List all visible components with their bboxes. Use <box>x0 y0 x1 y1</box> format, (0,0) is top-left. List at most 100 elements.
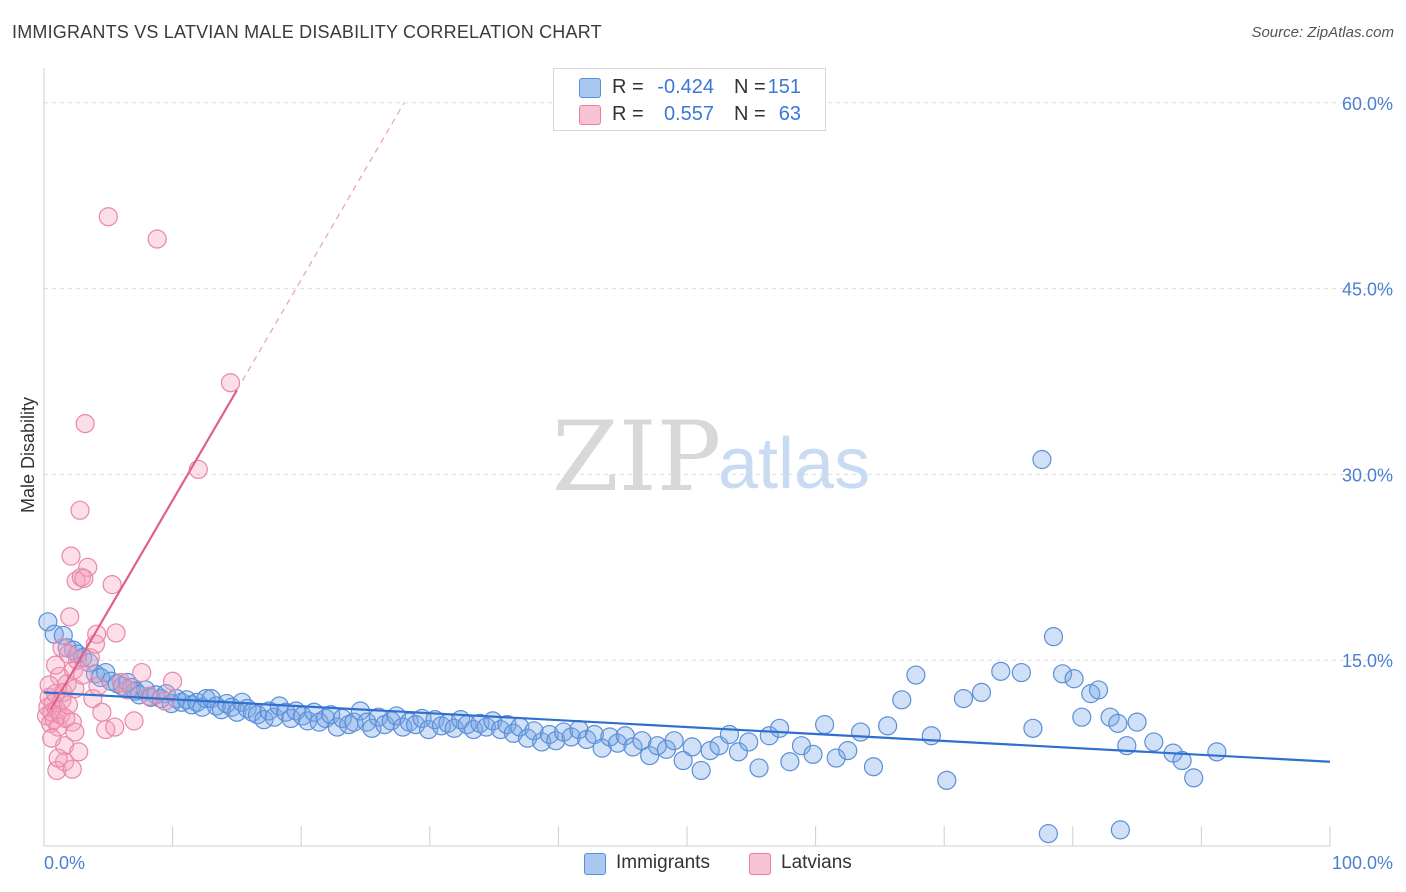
latvians-point <box>66 571 86 591</box>
latvians-point <box>58 644 79 664</box>
immigrants-point <box>971 682 992 703</box>
legend-r-value: 0.557 <box>663 103 714 125</box>
latvians-point <box>62 759 82 779</box>
trend-lines <box>43 102 1331 763</box>
immigrants-point <box>524 721 544 741</box>
y-tick-labels: 15.0% 30.0% 45.0% 60.0% <box>1342 94 1393 671</box>
immigrants-point <box>600 727 620 747</box>
immigrants-point <box>749 758 769 778</box>
immigrants-point <box>953 688 974 709</box>
y-axis-label: Male Disability <box>18 397 38 513</box>
latvians-point <box>220 373 241 393</box>
immigrants-point <box>561 727 581 747</box>
immigrants-point <box>38 612 58 632</box>
immigrants-point <box>780 752 800 772</box>
immigrants-point <box>1100 707 1120 727</box>
latvians-trend-line <box>49 389 238 711</box>
immigrants-point <box>1144 732 1164 752</box>
latvians-point <box>132 662 152 683</box>
latvians-point <box>78 557 98 577</box>
immigrants-point <box>769 718 790 738</box>
latvians-trend-extension <box>236 102 405 391</box>
latvians-point <box>60 607 80 627</box>
y-tick-label: 15.0% <box>1342 651 1393 671</box>
latvians-point <box>88 676 108 696</box>
immigrants-point <box>1043 627 1064 647</box>
immigrants-point <box>815 715 835 735</box>
immigrants-point <box>196 688 216 709</box>
latvians-point <box>111 672 131 693</box>
immigrants-point <box>739 732 759 752</box>
immigrants-point <box>803 744 823 764</box>
latvians-point <box>39 675 59 695</box>
immigrants-point <box>1064 669 1084 689</box>
latvians-point <box>51 705 71 725</box>
immigrants-point <box>1088 680 1109 700</box>
immigrants-point <box>264 707 284 727</box>
watermark-atlas: atlas <box>718 424 870 504</box>
watermark-zip: ZIP <box>552 401 721 513</box>
immigrants-point <box>1172 750 1192 771</box>
x-tick-min: 0.0% <box>44 853 85 873</box>
latvians-point <box>69 742 89 762</box>
latvians-point <box>188 459 208 480</box>
latvians-point <box>98 207 118 227</box>
immigrants-point <box>878 716 898 736</box>
latvians-point <box>48 748 68 768</box>
latvians-points <box>36 207 241 781</box>
immigrants-point <box>1052 664 1073 684</box>
y-tick-label: 45.0% <box>1342 280 1393 300</box>
latvians-point <box>58 695 79 715</box>
immigrants-point <box>728 742 749 762</box>
immigrants-point <box>991 661 1011 681</box>
latvians-legend-icon <box>749 853 771 875</box>
immigrants-point <box>1038 824 1058 844</box>
immigrants-point <box>1023 718 1043 738</box>
legend-r-value: -0.424 <box>657 76 714 98</box>
latvians-point <box>105 717 125 737</box>
latvians-point <box>70 500 90 520</box>
y-tick-label: 60.0% <box>1342 94 1393 114</box>
immigrants-point <box>129 685 149 705</box>
x-tick-labels: 0.0% 100.0% <box>44 853 1393 873</box>
latvians-point <box>163 671 183 691</box>
legend-r-label: R = <box>612 76 644 98</box>
immigrants-point <box>851 722 871 742</box>
legend-r-label: R = <box>612 103 644 125</box>
immigrants-point <box>673 750 693 771</box>
legend-n-label: N = <box>734 103 766 125</box>
watermark: ZIP atlas <box>552 401 870 513</box>
legend-n-value: 151 <box>767 76 801 98</box>
immigrants-point <box>682 737 702 757</box>
immigrants-point <box>632 731 652 751</box>
immigrants-point <box>418 719 439 740</box>
immigrants-point <box>362 718 382 738</box>
latvians-point <box>72 665 93 685</box>
immigrants-point <box>1011 662 1031 683</box>
latvians-point <box>147 229 167 249</box>
immigrants-point <box>1184 768 1204 788</box>
immigrants-swatch-icon <box>579 78 601 98</box>
legend-row-latvians: R = 0.557 N = 63 <box>554 101 825 127</box>
immigrants-point <box>906 665 926 685</box>
latvians-point <box>155 691 175 711</box>
latvians-point <box>139 686 160 706</box>
x-tick-max: 100.0% <box>1332 853 1393 873</box>
immigrants-legend-icon <box>584 853 606 875</box>
immigrants-point <box>691 760 711 781</box>
immigrants-point <box>321 705 341 725</box>
immigrants-point <box>664 731 684 751</box>
latvians-point <box>117 680 138 700</box>
legend-row-immigrants: R = -0.424 N = 151 <box>554 74 825 100</box>
source-credit: Source: ZipAtlas.com <box>1251 24 1394 41</box>
immigrants-point <box>1032 449 1052 470</box>
legend-n-value: 63 <box>778 103 801 125</box>
immigrants-trend-line <box>43 691 1331 763</box>
legend-immigrants-label: Immigrants <box>616 852 710 873</box>
chart-title: IMMIGRANTS VS LATVIAN MALE DISABILITY CO… <box>12 22 602 42</box>
latvians-point <box>74 568 94 589</box>
latvians-swatch-icon <box>579 105 601 125</box>
immigrants-point <box>937 770 957 790</box>
immigrants-point <box>592 738 612 758</box>
